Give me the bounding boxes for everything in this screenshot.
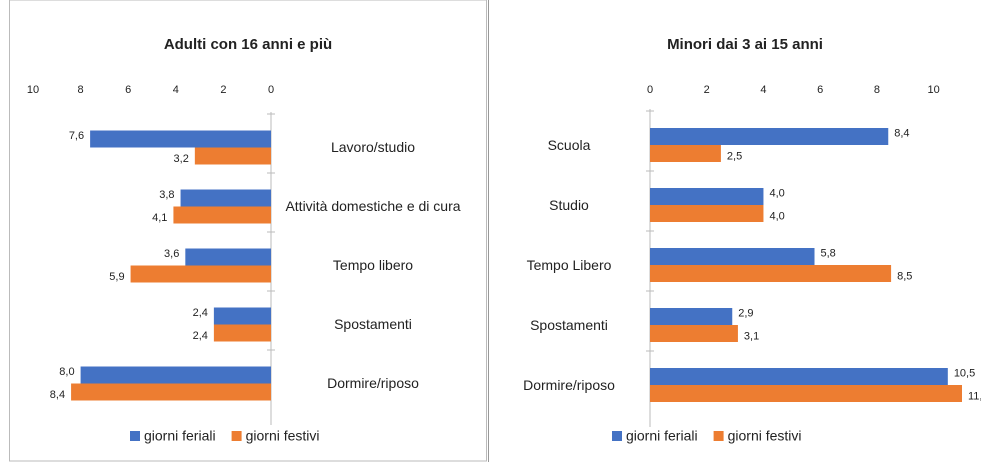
x-tick-label: 10 (27, 84, 39, 96)
chart-title: Minori dai 3 ai 15 anni (667, 36, 823, 53)
data-label: 8,4 (894, 127, 909, 139)
category-label: Spostamenti (334, 316, 412, 332)
x-tick-label: 8 (874, 84, 880, 96)
x-tick-label: 6 (125, 84, 131, 96)
x-tick-label: 0 (647, 84, 653, 96)
bar (213, 324, 271, 342)
x-tick-label: 2 (704, 84, 710, 96)
legend-label: giorni festivi (728, 428, 802, 444)
bar (173, 206, 271, 224)
data-label: 2,5 (727, 150, 742, 162)
category-label-box: Dormire/riposo (523, 376, 615, 393)
category-label-box: Attività domestiche e di cura (285, 198, 461, 214)
data-label: 10,5 (954, 367, 975, 379)
x-tick-label: 0 (268, 84, 274, 96)
x-tick-label: 2 (220, 84, 226, 96)
data-label: 5,8 (821, 247, 836, 259)
bar (650, 385, 962, 402)
category-label-box: Spostamenti (334, 316, 412, 332)
x-tick-label: 8 (78, 84, 84, 96)
category-label: Lavoro/studio (330, 139, 416, 155)
panel-frame (9, 0, 487, 462)
data-label: 3,2 (174, 153, 189, 165)
data-label: 4,0 (769, 187, 784, 199)
bar (185, 248, 271, 266)
bar (650, 145, 721, 162)
data-label: 4,1 (152, 212, 167, 224)
category-label-box: Tempo Libero (526, 256, 612, 273)
category-label: Dormire/riposo (523, 376, 615, 393)
bar (650, 188, 764, 205)
legend-label: giorni feriali (144, 428, 216, 444)
category-label: Dormire/riposo (327, 375, 419, 391)
category-label: Spostamenti (530, 316, 608, 333)
category-label: Attività domestiche e di cura (285, 198, 461, 214)
x-tick-label: 4 (173, 84, 179, 96)
bar (194, 147, 271, 165)
bar (213, 307, 271, 325)
bar (650, 265, 892, 282)
bar (90, 130, 272, 148)
bar (650, 325, 738, 342)
data-label: 2,4 (193, 330, 208, 342)
chart-title: Adulti con 16 anni e più (164, 36, 332, 53)
category-label: Scuola (547, 136, 591, 153)
data-label: 8,5 (897, 270, 912, 282)
legend-label: giorni festivi (246, 428, 320, 444)
data-label: 11,0 (968, 390, 981, 402)
legend-swatch (231, 431, 242, 441)
bar (650, 308, 733, 325)
legend-swatch (130, 431, 140, 441)
category-label-box: Dormire/riposo (327, 375, 419, 391)
category-label-box: Tempo libero (332, 257, 414, 273)
x-tick-label: 6 (817, 84, 823, 96)
category-label-box: Studio (549, 196, 589, 213)
data-label: 7,6 (69, 130, 84, 142)
data-label: 8,4 (50, 389, 65, 401)
legend-swatch (612, 431, 622, 441)
data-label: 4,0 (769, 210, 784, 222)
bar (650, 205, 764, 222)
data-label: 2,9 (738, 307, 753, 319)
category-label: Studio (549, 196, 589, 213)
x-tick-label: 4 (760, 84, 766, 96)
category-label: Tempo Libero (526, 256, 612, 273)
data-label: 5,9 (109, 271, 124, 283)
bar (650, 368, 948, 385)
bar (650, 248, 815, 265)
legend-label: giorni feriali (626, 428, 698, 444)
data-label: 3,1 (744, 330, 759, 342)
category-label-box: Scuola (547, 136, 591, 153)
legend-swatch (713, 431, 724, 441)
category-label-box: Spostamenti (530, 316, 608, 333)
bar (71, 383, 271, 401)
data-label: 8,0 (59, 366, 74, 378)
bar (180, 189, 271, 207)
category-label: Tempo libero (332, 257, 414, 273)
bar (130, 265, 271, 283)
bar (80, 366, 271, 384)
x-tick-label: 10 (928, 84, 940, 96)
category-label-box: Lavoro/studio (330, 139, 416, 155)
data-label: 3,6 (164, 248, 179, 260)
data-label: 3,8 (159, 189, 174, 201)
bar (650, 128, 889, 145)
data-label: 2,4 (193, 307, 208, 319)
